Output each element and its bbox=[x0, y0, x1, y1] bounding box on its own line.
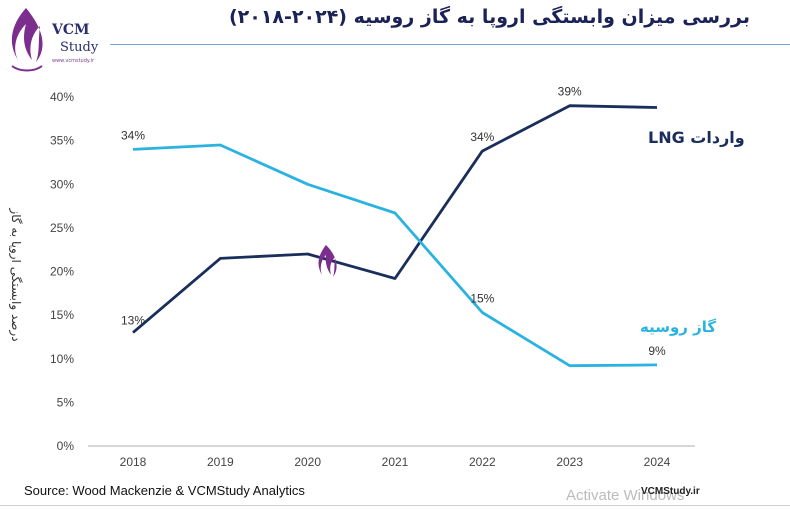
y-tick-label: 25% bbox=[50, 221, 74, 235]
data-label: 15% bbox=[470, 292, 494, 306]
series-line-lng bbox=[133, 106, 657, 333]
y-tick-label: 35% bbox=[50, 134, 74, 148]
y-axis-ticks: 0% 5% 10% 15% 20% 25% 30% 35% 40% bbox=[50, 90, 74, 453]
x-tick-label: 2024 bbox=[644, 455, 671, 469]
series-layer bbox=[133, 106, 657, 366]
y-tick-label: 15% bbox=[50, 308, 74, 322]
source-note: Source: Wood Mackenzie & VCMStudy Analyt… bbox=[24, 483, 305, 498]
x-tick-label: 2018 bbox=[120, 455, 147, 469]
y-tick-label: 30% bbox=[50, 177, 74, 191]
x-tick-label: 2021 bbox=[382, 455, 409, 469]
data-label: 9% bbox=[648, 344, 666, 358]
data-label: 39% bbox=[558, 85, 582, 99]
data-label-layer: 13% 34% 39% 34% 15% 9% bbox=[121, 85, 666, 358]
legend-label-russian-gas: گاز روسیه bbox=[640, 318, 716, 336]
y-tick-label: 5% bbox=[57, 395, 75, 409]
x-axis-ticks: 2018 2019 2020 2021 2022 2023 2024 bbox=[120, 455, 671, 469]
x-tick-label: 2023 bbox=[556, 455, 583, 469]
data-label: 34% bbox=[121, 128, 145, 142]
y-tick-label: 40% bbox=[50, 90, 74, 104]
site-credit: VCMStudy.ir bbox=[641, 486, 700, 497]
bottom-divider bbox=[0, 505, 790, 506]
x-tick-label: 2019 bbox=[207, 455, 234, 469]
x-tick-label: 2022 bbox=[469, 455, 496, 469]
legend-layer: واردات LNG گاز روسیه bbox=[640, 128, 745, 336]
x-tick-label: 2020 bbox=[294, 455, 321, 469]
data-label: 34% bbox=[470, 130, 494, 144]
y-tick-label: 20% bbox=[50, 265, 74, 279]
y-tick-label: 0% bbox=[57, 439, 75, 453]
legend-label-lng: واردات LNG bbox=[648, 128, 745, 147]
y-tick-label: 10% bbox=[50, 352, 74, 366]
series-line-russian-gas bbox=[133, 145, 657, 366]
data-label: 13% bbox=[121, 314, 145, 328]
